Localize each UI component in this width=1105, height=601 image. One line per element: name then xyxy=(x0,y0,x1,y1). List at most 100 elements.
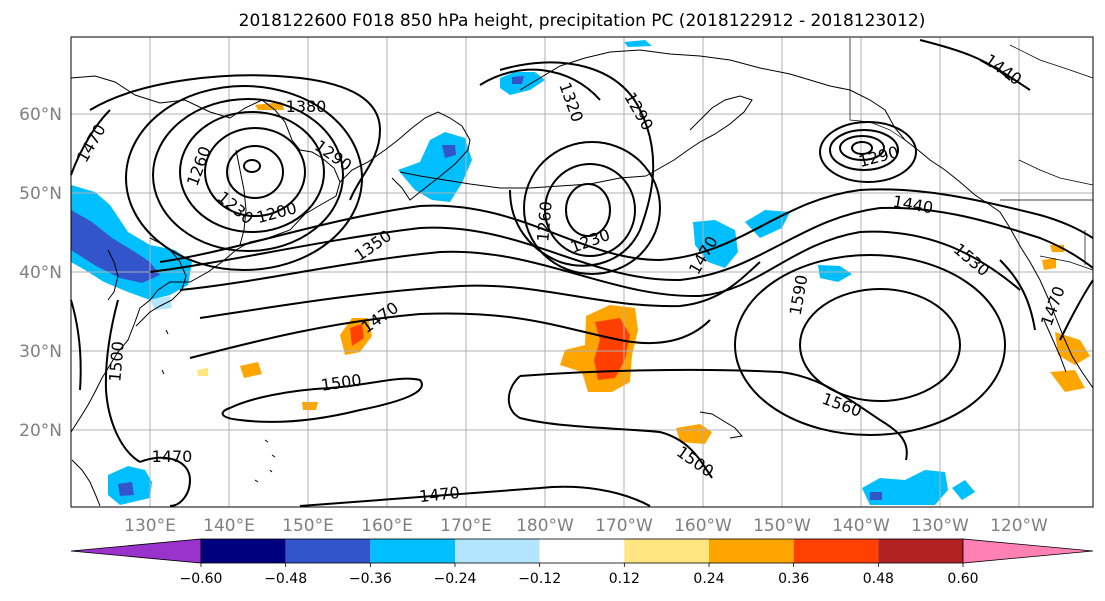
colorbar-segment xyxy=(709,539,794,563)
contour-wave-5 xyxy=(189,312,711,359)
shade-negative-kamchatka-core xyxy=(442,145,456,158)
map-panel: 1380 1290 1260 1230 1200 1470 1350 1470 … xyxy=(70,36,1094,508)
contour-label: 1380 xyxy=(286,97,327,116)
contour-label: 1260 xyxy=(533,200,555,242)
colorbar-segment xyxy=(455,539,540,563)
contour-wave-4 xyxy=(199,261,761,319)
shade-positive-small-b xyxy=(240,362,262,378)
border-interior-a xyxy=(1018,159,1094,186)
map-frame xyxy=(70,36,1094,508)
colorbar-segment xyxy=(285,539,371,563)
coast-philippines xyxy=(71,459,101,507)
shade-negative-bering-core xyxy=(512,76,524,84)
shade-negative-sw xyxy=(862,470,948,505)
colorbar-tick-label: 0.12 xyxy=(609,571,640,587)
contour-high-1 xyxy=(799,288,961,402)
colorbar-tick-label: 0.36 xyxy=(778,571,809,587)
colorbar-tick-label: −0.48 xyxy=(264,571,307,587)
contour-east-1470 xyxy=(1059,279,1094,341)
lat-label-20n: 20°N xyxy=(19,421,62,441)
lon-label-140w: 140°W xyxy=(832,516,890,536)
contour-high-2 xyxy=(734,254,1006,436)
shade-negative-sw-core xyxy=(870,492,882,500)
shade-negative-bering xyxy=(500,72,545,95)
shade-positive-small-i xyxy=(197,368,208,376)
lon-label-120w: 120°W xyxy=(990,516,1048,536)
contour-west-1470 xyxy=(70,109,111,176)
shade-negative-top xyxy=(624,40,652,47)
colorbar-tick-label: −0.36 xyxy=(349,571,392,587)
longitude-labels: 130°E 140°E 150°E 160°E 170°E 180°W 170°… xyxy=(124,516,1048,536)
colorbar-tick-label: −0.12 xyxy=(518,571,561,587)
lon-label-150w: 150°W xyxy=(753,516,811,536)
colorbar-segment xyxy=(370,539,455,563)
coast-alaska-peninsula xyxy=(645,95,753,177)
lat-label-30n: 30°N xyxy=(19,342,62,362)
contour-west-1500 xyxy=(104,299,141,463)
contour-low-gulf-1 xyxy=(851,141,873,155)
colorbar-segment xyxy=(878,539,963,563)
contour-wave-2 xyxy=(149,206,1094,282)
lon-label-160e: 160°E xyxy=(361,516,413,536)
shade-negative-ne xyxy=(818,265,852,282)
contour-1470-sw xyxy=(139,456,192,507)
lon-label-170w: 170°W xyxy=(595,516,653,536)
lat-label-60n: 60°N xyxy=(19,105,62,125)
shade-positive-small-e xyxy=(1055,332,1090,365)
colorbar-segment xyxy=(539,539,625,563)
lon-label-150e: 150°E xyxy=(282,516,334,536)
lat-label-40n: 40°N xyxy=(19,263,62,283)
coast-aleutians xyxy=(399,171,647,189)
contour-label: 1470 xyxy=(418,483,460,506)
contour-west-edge xyxy=(70,299,82,391)
lon-label-180w: 180°W xyxy=(516,516,574,536)
colorbar-segment xyxy=(624,539,709,563)
contour-low-central-1 xyxy=(565,183,611,237)
shade-positive-small-f xyxy=(1050,370,1085,392)
border-interior-b xyxy=(1009,44,1094,79)
coast-korea xyxy=(107,249,119,301)
contour-low-gulf-4 xyxy=(819,121,917,183)
contour-1500-loop xyxy=(507,375,713,479)
shade-negative-japan-light xyxy=(150,296,172,310)
contour-low-west-5 xyxy=(152,98,344,252)
lon-label-160w: 160°W xyxy=(674,516,732,536)
colorbar-tick-label: 0.60 xyxy=(947,571,978,587)
coast-kamchatka xyxy=(339,111,471,201)
coast-baja xyxy=(1043,319,1067,373)
coast-hawaii xyxy=(699,411,743,439)
contour-low-gulf-2 xyxy=(839,135,885,161)
contour-low-central-4 xyxy=(499,61,655,267)
colorbar-segment xyxy=(793,539,879,563)
contour-wave-3 xyxy=(179,230,1021,298)
height-contours xyxy=(70,39,1094,507)
contour-low-west-3 xyxy=(204,127,306,217)
shade-positive-japan-core xyxy=(350,324,364,346)
lat-label-50n: 50°N xyxy=(19,184,62,204)
shade-negative-bottomleft-core xyxy=(118,482,134,496)
contour-low-west-2 xyxy=(226,145,284,199)
contour-ne-1440b xyxy=(919,39,1011,81)
gridlines xyxy=(71,37,1093,507)
shade-positive-small-c xyxy=(302,402,318,410)
colorbar-segment xyxy=(201,539,286,563)
lon-label-170e: 170°E xyxy=(440,516,492,536)
shade-negative-gulf-west xyxy=(693,220,738,268)
shade-positive-central-core xyxy=(594,318,630,380)
contour-low-central-5 xyxy=(479,68,601,101)
lon-label-140e: 140°E xyxy=(203,516,255,536)
contour-low-west-4 xyxy=(179,111,325,233)
contour-low-gulf-3 xyxy=(829,129,899,171)
contour-1500-west xyxy=(221,377,423,423)
lon-label-130w: 130°W xyxy=(911,516,969,536)
precipitation-shading xyxy=(71,40,1090,505)
colorbar-tick-label: 0.24 xyxy=(693,571,724,587)
colorbar-extend-low xyxy=(70,538,202,564)
contour-wave-1 xyxy=(159,188,1094,263)
colorbar-tick-label: 0.48 xyxy=(863,571,894,587)
coast-islands-small xyxy=(161,329,276,483)
shade-positive-small-g xyxy=(1042,258,1056,270)
contour-label: 1500 xyxy=(105,340,127,382)
contour-1470-bottom xyxy=(299,485,651,507)
